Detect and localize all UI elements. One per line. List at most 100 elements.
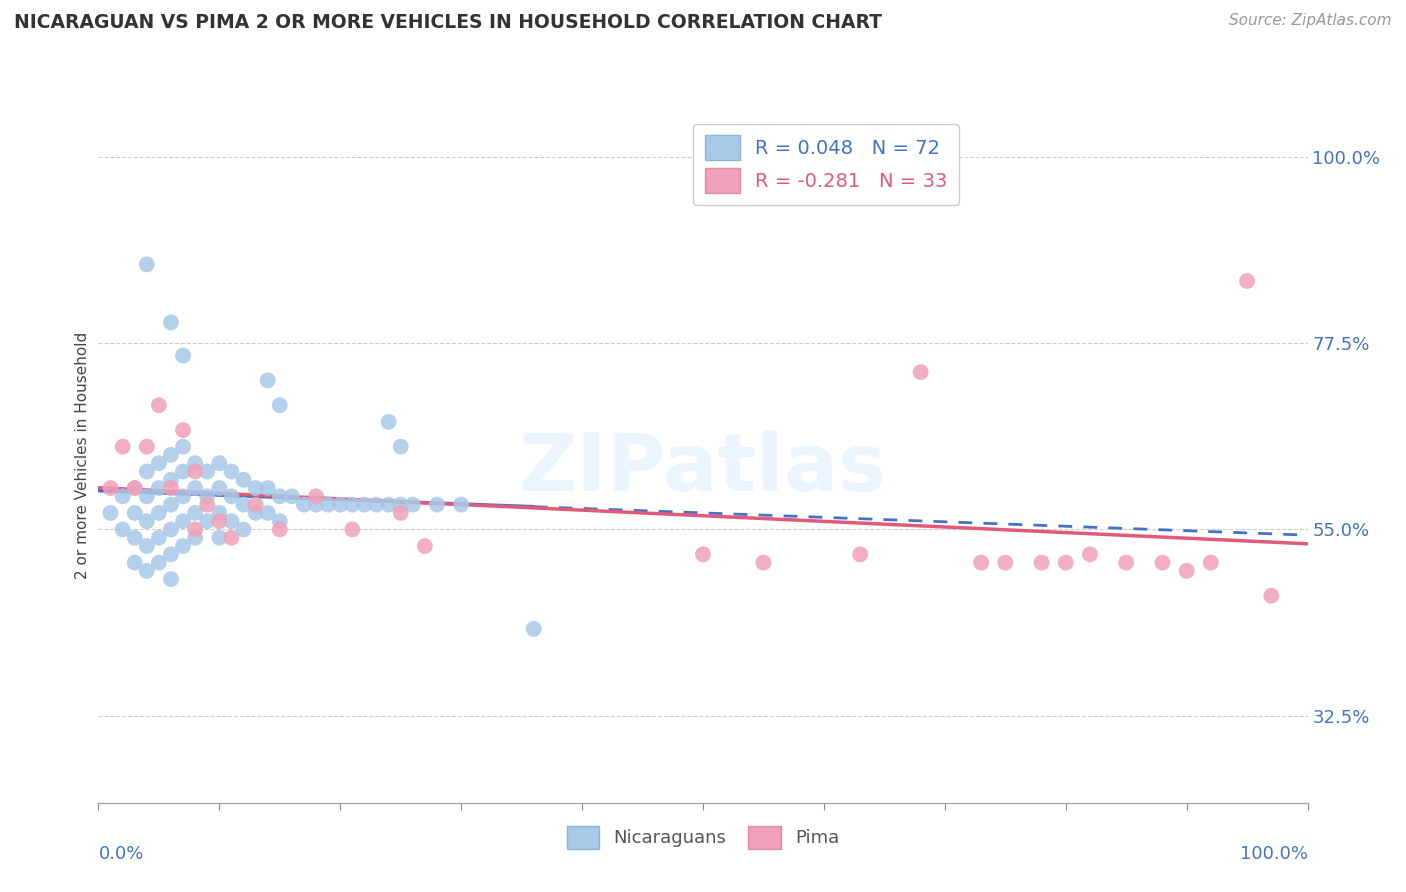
Point <box>160 572 183 586</box>
Point <box>305 489 328 503</box>
Point <box>135 514 157 528</box>
Point <box>1115 556 1137 570</box>
Point <box>402 498 425 512</box>
Point <box>1260 589 1282 603</box>
Point <box>1054 556 1077 570</box>
Point <box>269 523 291 537</box>
Point <box>523 622 546 636</box>
Text: 100.0%: 100.0% <box>1240 845 1308 863</box>
Point <box>135 465 157 479</box>
Point <box>172 465 194 479</box>
Point <box>184 481 207 495</box>
Point <box>148 456 170 470</box>
Point <box>269 489 291 503</box>
Point <box>389 506 412 520</box>
Point <box>208 506 231 520</box>
Point <box>184 506 207 520</box>
Point <box>377 498 399 512</box>
Point <box>195 514 218 528</box>
Text: NICARAGUAN VS PIMA 2 OR MORE VEHICLES IN HOUSEHOLD CORRELATION CHART: NICARAGUAN VS PIMA 2 OR MORE VEHICLES IN… <box>14 13 882 32</box>
Point <box>124 556 146 570</box>
Point <box>305 498 328 512</box>
Point <box>245 498 267 512</box>
Point <box>970 556 993 570</box>
Point <box>172 539 194 553</box>
Point <box>450 498 472 512</box>
Point <box>172 514 194 528</box>
Point <box>172 440 194 454</box>
Point <box>184 531 207 545</box>
Legend: Nicaraguans, Pima: Nicaraguans, Pima <box>560 819 846 856</box>
Point <box>135 257 157 271</box>
Point <box>1199 556 1222 570</box>
Point <box>245 506 267 520</box>
Point <box>135 440 157 454</box>
Point <box>172 489 194 503</box>
Point <box>111 440 134 454</box>
Point <box>184 465 207 479</box>
Point <box>148 556 170 570</box>
Point <box>124 506 146 520</box>
Point <box>377 415 399 429</box>
Point <box>256 481 278 495</box>
Point <box>148 398 170 412</box>
Point <box>1175 564 1198 578</box>
Point <box>160 448 183 462</box>
Point <box>195 489 218 503</box>
Point <box>160 315 183 329</box>
Point <box>256 506 278 520</box>
Point <box>135 564 157 578</box>
Point <box>208 456 231 470</box>
Point <box>389 498 412 512</box>
Point <box>124 481 146 495</box>
Point <box>256 373 278 387</box>
Point <box>148 531 170 545</box>
Point <box>413 539 436 553</box>
Point <box>100 506 122 520</box>
Point <box>221 531 243 545</box>
Point <box>184 523 207 537</box>
Point <box>208 481 231 495</box>
Point <box>353 498 375 512</box>
Point <box>245 481 267 495</box>
Point <box>221 465 243 479</box>
Point <box>910 365 932 379</box>
Point <box>329 498 352 512</box>
Point <box>692 547 714 561</box>
Point <box>1152 556 1174 570</box>
Point <box>111 489 134 503</box>
Point <box>1236 274 1258 288</box>
Point <box>342 498 364 512</box>
Point <box>281 489 304 503</box>
Text: 0.0%: 0.0% <box>98 845 143 863</box>
Point <box>124 531 146 545</box>
Point <box>232 523 254 537</box>
Point <box>366 498 388 512</box>
Point <box>160 473 183 487</box>
Point <box>208 531 231 545</box>
Point <box>849 547 872 561</box>
Point <box>221 514 243 528</box>
Point <box>160 481 183 495</box>
Point <box>135 489 157 503</box>
Point <box>752 556 775 570</box>
Point <box>269 514 291 528</box>
Point <box>426 498 449 512</box>
Point <box>148 506 170 520</box>
Point <box>184 456 207 470</box>
Text: Source: ZipAtlas.com: Source: ZipAtlas.com <box>1229 13 1392 29</box>
Point <box>208 514 231 528</box>
Point <box>269 398 291 412</box>
Point <box>172 349 194 363</box>
Point <box>195 498 218 512</box>
Point <box>195 465 218 479</box>
Point <box>292 498 315 512</box>
Point <box>124 481 146 495</box>
Point <box>389 440 412 454</box>
Y-axis label: 2 or more Vehicles in Household: 2 or more Vehicles in Household <box>75 331 90 579</box>
Point <box>172 423 194 437</box>
Point <box>994 556 1017 570</box>
Point <box>1078 547 1101 561</box>
Point <box>160 498 183 512</box>
Point <box>160 523 183 537</box>
